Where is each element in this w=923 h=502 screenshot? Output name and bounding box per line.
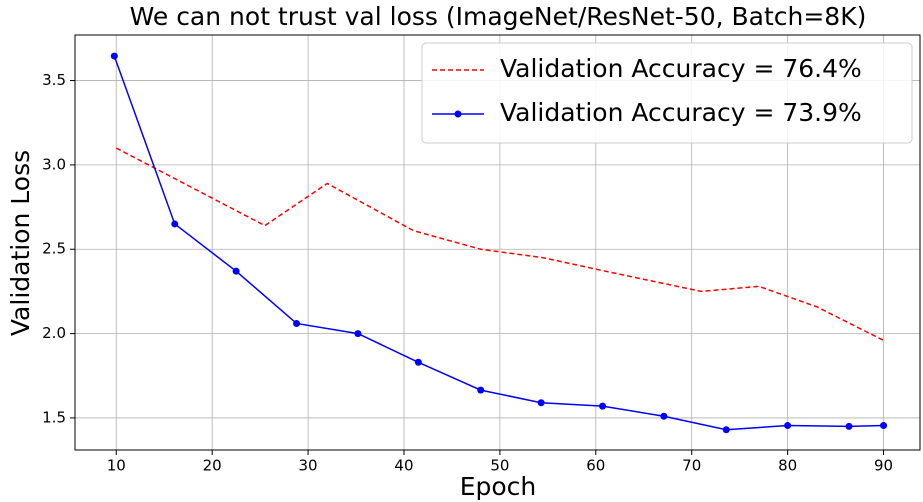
y-axis-label: Validation Loss [6, 150, 35, 336]
point [845, 422, 853, 430]
point [599, 402, 607, 410]
x-tick-label: 10 [107, 457, 126, 475]
point [354, 330, 362, 338]
legend-box [421, 42, 913, 144]
x-tick-label: 90 [874, 457, 893, 475]
legend-marker [454, 110, 462, 118]
legend-label: Validation Accuracy = 73.9% [500, 98, 862, 127]
point [537, 399, 545, 407]
y-tick-label: 1.5 [42, 408, 66, 426]
point [293, 319, 301, 327]
y-tick-label: 2.0 [42, 324, 66, 342]
x-tick-label: 50 [490, 457, 509, 475]
point [110, 52, 118, 60]
point [232, 267, 240, 275]
x-tick-label: 40 [394, 457, 413, 475]
y-tick-label: 2.5 [42, 240, 66, 258]
point [414, 358, 422, 366]
x-tick-label: 30 [299, 457, 318, 475]
legend-label: Validation Accuracy = 76.4% [500, 54, 862, 83]
point [722, 426, 730, 434]
chart-title: We can not trust val loss (ImageNet/ResN… [130, 2, 867, 31]
x-tick-label: 70 [682, 457, 701, 475]
point [880, 422, 888, 430]
point [784, 422, 792, 430]
plot-frame [74, 34, 921, 451]
x-tick-label: 80 [778, 457, 797, 475]
y-tick-label: 3.0 [42, 155, 66, 173]
point [171, 220, 179, 228]
x-tick-label: 60 [586, 457, 605, 475]
x-axis-label: Epoch [460, 472, 537, 501]
line [113, 55, 884, 431]
x-tick-label: 20 [203, 457, 222, 475]
point [477, 386, 485, 394]
point [660, 412, 668, 420]
y-tick-label: 3.5 [42, 71, 66, 89]
line [115, 147, 884, 342]
